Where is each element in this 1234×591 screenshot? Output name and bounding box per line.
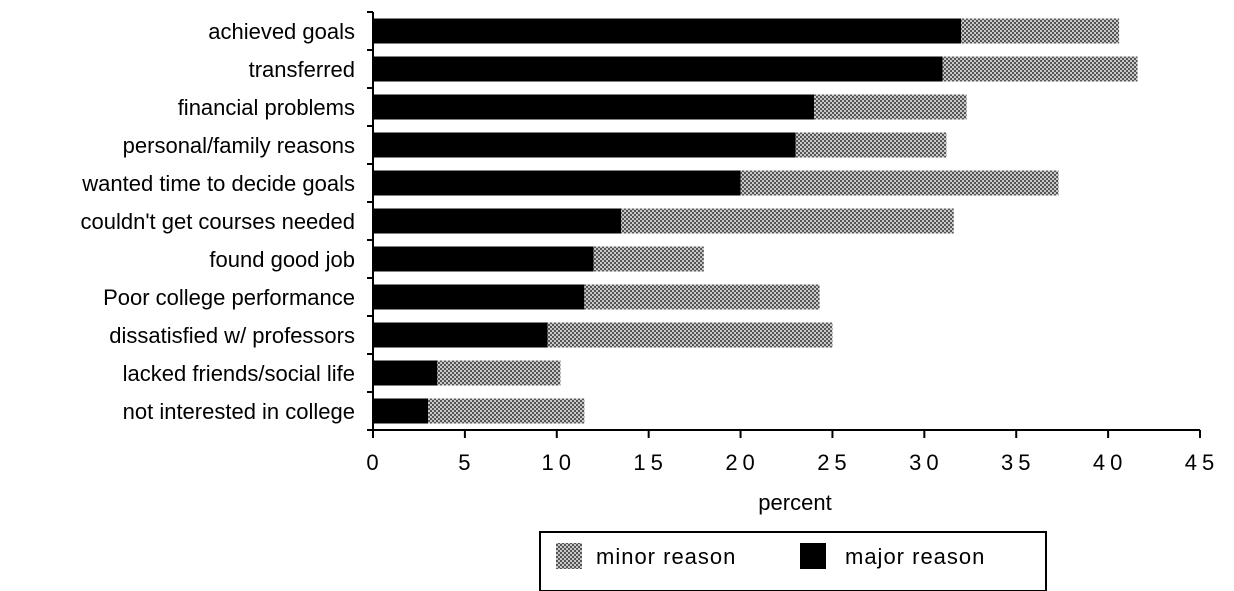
category-label: financial problems bbox=[178, 95, 355, 120]
bar-minor-7 bbox=[584, 284, 820, 310]
category-label: found good job bbox=[209, 247, 355, 272]
bar-minor-0 bbox=[961, 18, 1120, 44]
bar-minor-3 bbox=[795, 132, 947, 158]
bar-minor-5 bbox=[621, 208, 954, 234]
bar-major-4 bbox=[373, 170, 741, 196]
labels-layer: achieved goals transferred financial probl… bbox=[80, 19, 1219, 475]
bar-major-2 bbox=[373, 94, 815, 120]
legend: minor reason major reason bbox=[539, 531, 1047, 591]
category-label: achieved goals bbox=[208, 19, 355, 44]
bar-major-3 bbox=[373, 132, 796, 158]
x-tick-label: 40 bbox=[1093, 450, 1127, 475]
legend-label-major: major reason bbox=[845, 544, 985, 569]
bar-major-1 bbox=[373, 56, 943, 82]
bar-minor-4 bbox=[740, 170, 1059, 196]
category-label: personal/family reasons bbox=[123, 133, 355, 158]
legend-swatch-minor bbox=[556, 543, 582, 569]
x-tick-label: 0 bbox=[366, 450, 383, 475]
legend-swatch-major bbox=[800, 543, 826, 569]
x-tick-label: 10 bbox=[542, 450, 576, 475]
bar-major-5 bbox=[373, 208, 622, 234]
category-label: couldn't get courses needed bbox=[80, 209, 355, 234]
x-tick-label: 35 bbox=[1001, 450, 1035, 475]
category-label: lacked friends/social life bbox=[123, 361, 355, 386]
bar-minor-8 bbox=[547, 322, 833, 348]
bar-major-7 bbox=[373, 284, 585, 310]
x-tick-label: 25 bbox=[817, 450, 851, 475]
category-label: transferred bbox=[249, 57, 355, 82]
bar-major-10 bbox=[373, 398, 429, 424]
bar-minor-2 bbox=[814, 94, 967, 120]
x-tick-label: 45 bbox=[1185, 450, 1219, 475]
x-tick-label: 30 bbox=[909, 450, 943, 475]
category-label: wanted time to decide goals bbox=[81, 171, 355, 196]
category-label: dissatisfied w/ professors bbox=[109, 323, 355, 348]
bars-layer bbox=[373, 18, 1138, 424]
x-tick-label: 5 bbox=[458, 450, 475, 475]
x-axis-title: percent bbox=[758, 490, 831, 515]
x-tick-label: 15 bbox=[633, 450, 667, 475]
bar-major-6 bbox=[373, 246, 594, 272]
bar-major-9 bbox=[373, 360, 438, 386]
legend-box bbox=[539, 531, 1047, 591]
bar-minor-6 bbox=[593, 246, 704, 272]
axes-layer bbox=[367, 11, 1201, 438]
legend-label-minor: minor reason bbox=[596, 544, 736, 569]
bar-major-0 bbox=[373, 18, 962, 44]
category-label: Poor college performance bbox=[103, 285, 355, 310]
bar-minor-10 bbox=[428, 398, 585, 424]
category-label: not interested in college bbox=[123, 399, 355, 424]
x-tick-label: 20 bbox=[725, 450, 759, 475]
bar-minor-9 bbox=[437, 360, 561, 386]
bar-major-8 bbox=[373, 322, 548, 348]
bar-minor-1 bbox=[942, 56, 1138, 82]
